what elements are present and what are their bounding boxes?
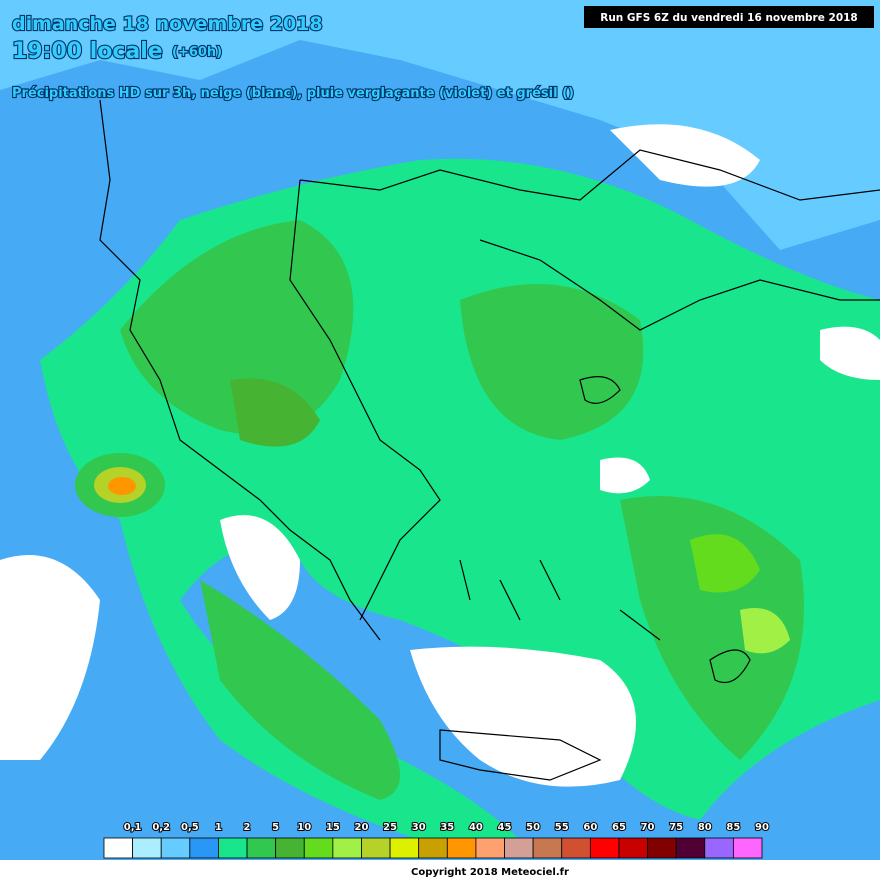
legend-label: 35	[440, 822, 454, 833]
legend-swatch	[389, 837, 420, 859]
legend-label: 0,1	[124, 822, 142, 833]
legend-label: 1	[215, 822, 222, 833]
time: 19:00 locale	[12, 39, 163, 64]
legend-label: 20	[355, 822, 369, 833]
legend-label: 0,2	[152, 822, 170, 833]
legend-swatch	[361, 837, 391, 859]
legend-label: 45	[498, 822, 512, 833]
legend-swatch	[732, 837, 763, 859]
header: dimanche 18 novembre 2018 19:00 locale (…	[11, 6, 874, 102]
legend-label: 60	[583, 822, 597, 833]
legend-swatch	[504, 837, 534, 859]
run-box	[584, 6, 874, 28]
legend-swatch	[446, 837, 477, 859]
legend-swatch	[475, 837, 505, 859]
subtitle: Précipitations HD sur 3h, neige (blanc),…	[12, 86, 574, 101]
legend-label: 80	[698, 822, 712, 833]
legend: 0,1 0,2 0,5 1 2 5 10 15 20 25 30 35 40 45 50 55 60 65 70 75…	[103, 821, 770, 859]
legend-label: 85	[726, 822, 740, 833]
run-info: Run GFS 6Z du vendredi 16 novembre 2018	[600, 12, 858, 24]
title: dimanche 18 novembre 2018	[12, 13, 323, 35]
legend-swatch	[675, 837, 706, 859]
legend-swatch	[561, 837, 591, 859]
legend-label: 30	[412, 822, 426, 833]
legend-label: 2	[244, 822, 251, 833]
copyright: Copyright 2018 Meteociel.fr	[411, 867, 569, 878]
legend-label: 40	[469, 822, 483, 833]
lead: (+60h)	[172, 45, 222, 60]
legend-swatch	[160, 837, 191, 859]
legend-swatch	[246, 837, 277, 859]
legend-swatch	[132, 837, 162, 859]
legend-swatch	[103, 837, 134, 859]
legend-label: 25	[383, 822, 397, 833]
legend-swatch	[418, 837, 448, 859]
legend-swatch	[647, 837, 677, 859]
legend-swatch	[532, 837, 563, 859]
legend-swatch	[704, 837, 734, 859]
legend-swatch	[275, 837, 305, 859]
legend-label: 5	[272, 822, 279, 833]
legend-label: 50	[526, 822, 540, 833]
legend-label: 55	[555, 822, 569, 833]
legend-swatch	[332, 837, 362, 859]
legend-swatch	[618, 837, 648, 859]
legend-label: 70	[641, 822, 655, 833]
legend-label: 15	[326, 822, 340, 833]
legend-swatch	[303, 837, 334, 859]
legend-swatch	[589, 837, 620, 859]
legend-label: 90	[755, 822, 769, 833]
borders	[99, 99, 880, 781]
legend-label: 10	[297, 822, 311, 833]
legend-swatch	[218, 837, 248, 859]
legend-swatch	[189, 837, 219, 859]
legend-label: 0,5	[181, 822, 199, 833]
legend-label: 65	[612, 822, 626, 833]
legend-label: 75	[669, 822, 683, 833]
